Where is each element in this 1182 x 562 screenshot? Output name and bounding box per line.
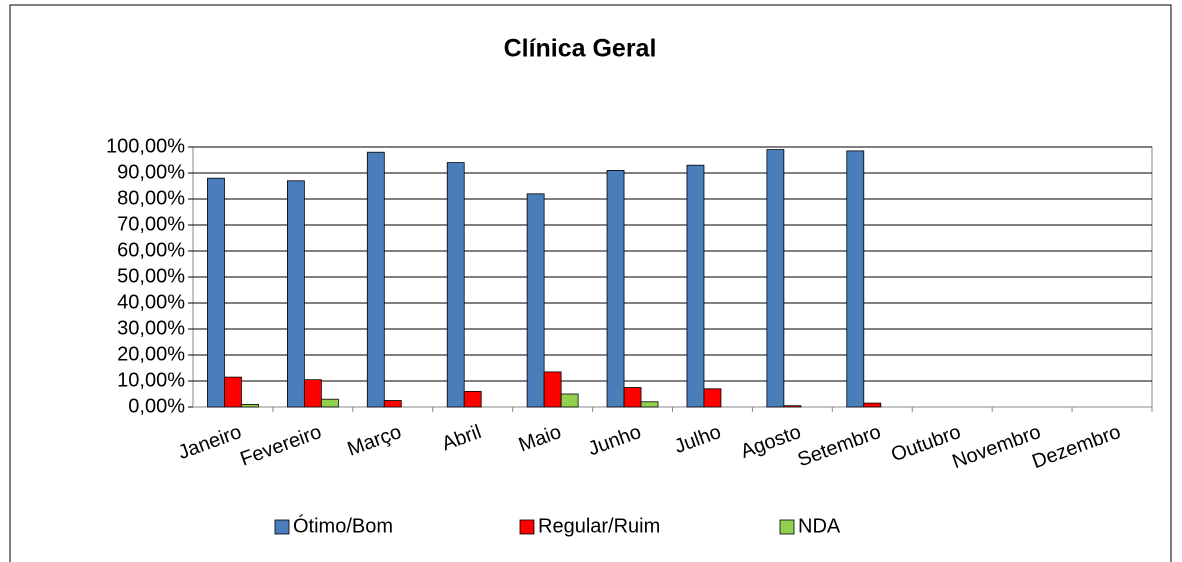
bar bbox=[366, 151, 385, 408]
bar bbox=[320, 398, 339, 408]
legend-label: Regular/Ruim bbox=[538, 515, 660, 537]
bar bbox=[446, 162, 465, 408]
bar bbox=[383, 400, 402, 408]
y-tick-label: 80,00% bbox=[117, 187, 185, 209]
bar bbox=[783, 405, 802, 408]
bar bbox=[303, 379, 322, 408]
legend-marker bbox=[519, 519, 535, 535]
y-tick-label: 60,00% bbox=[117, 239, 185, 261]
bar bbox=[526, 193, 545, 408]
legend-marker bbox=[779, 519, 795, 535]
y-tick-label: 0,00% bbox=[128, 395, 185, 417]
y-tick-label: 10,00% bbox=[117, 369, 185, 391]
bar bbox=[640, 401, 659, 408]
y-tick-label: 70,00% bbox=[117, 213, 185, 235]
bar bbox=[224, 376, 242, 408]
bar bbox=[543, 371, 562, 408]
y-tick-label: 20,00% bbox=[117, 343, 185, 365]
y-tick-label: 30,00% bbox=[117, 317, 185, 339]
bar bbox=[241, 403, 259, 408]
bar bbox=[560, 393, 579, 408]
y-tick-label: 50,00% bbox=[117, 265, 185, 287]
bar bbox=[207, 177, 225, 408]
bar bbox=[286, 180, 305, 408]
bar bbox=[606, 169, 625, 408]
bar bbox=[703, 388, 722, 408]
bar bbox=[846, 150, 865, 408]
bar bbox=[766, 149, 785, 408]
y-tick-label: 40,00% bbox=[117, 291, 185, 313]
bar bbox=[863, 402, 882, 408]
chart-title: Clínica Geral bbox=[504, 35, 657, 63]
bar bbox=[463, 390, 482, 408]
y-tick-label: 90,00% bbox=[117, 161, 185, 183]
legend-marker bbox=[274, 519, 290, 535]
legend-label: NDA bbox=[798, 515, 841, 537]
bar bbox=[686, 164, 705, 408]
y-tick-label: 100,00% bbox=[106, 135, 185, 157]
legend-label: Ótimo/Bom bbox=[293, 514, 393, 537]
bar bbox=[623, 387, 642, 408]
